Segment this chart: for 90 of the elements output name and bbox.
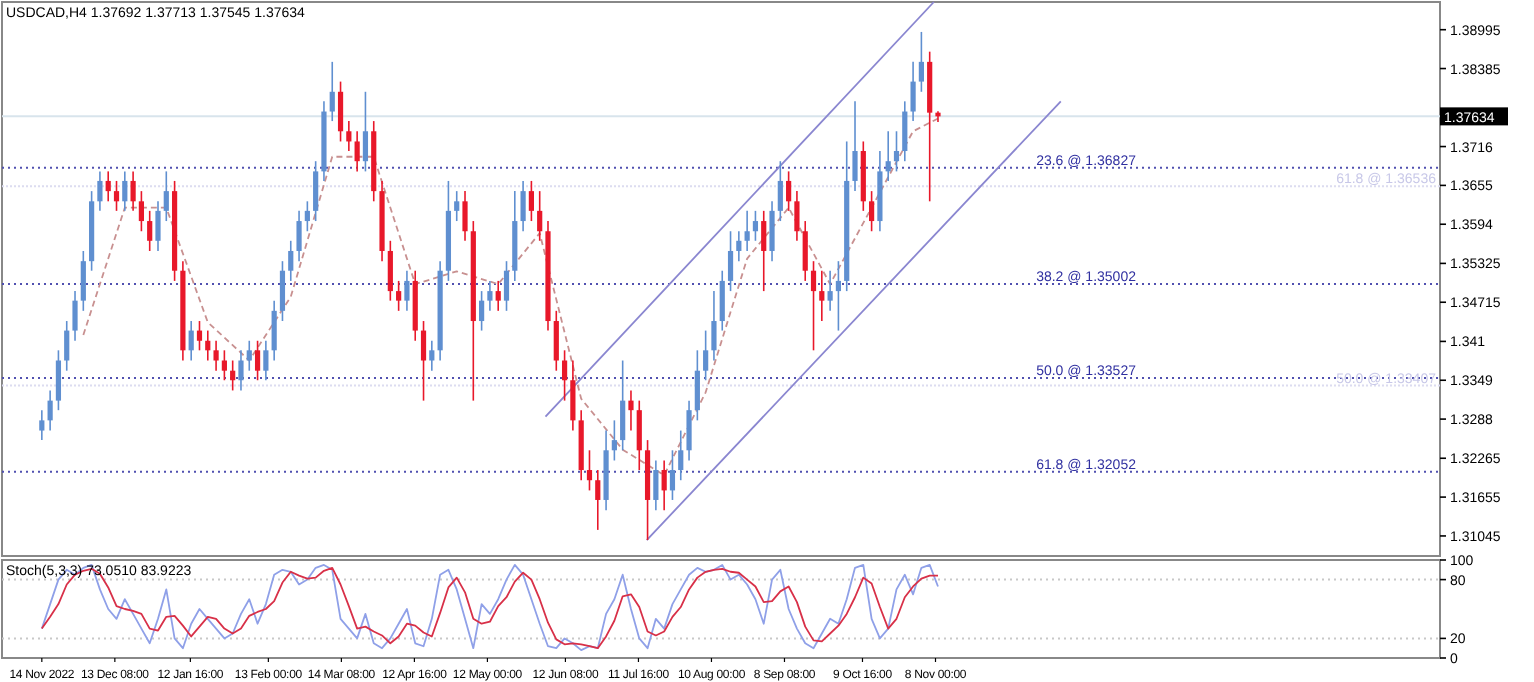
candlestick bbox=[819, 269, 825, 322]
candlestick bbox=[80, 250, 86, 312]
candlestick bbox=[64, 320, 70, 372]
candlestick bbox=[893, 130, 900, 173]
candlestick bbox=[396, 280, 402, 312]
candlestick bbox=[769, 200, 775, 262]
candlestick bbox=[462, 190, 468, 242]
candlestick bbox=[777, 160, 783, 222]
candlestick bbox=[254, 339, 261, 382]
candlestick bbox=[620, 359, 626, 452]
candlestick bbox=[694, 349, 700, 422]
candlestick bbox=[653, 459, 659, 511]
candlestick bbox=[636, 399, 642, 471]
candlestick bbox=[678, 429, 684, 482]
candlestick bbox=[528, 180, 534, 222]
candlestick bbox=[113, 180, 120, 212]
candlestick bbox=[279, 260, 286, 322]
candlestick bbox=[495, 280, 501, 312]
candlestick bbox=[271, 299, 277, 362]
candlestick bbox=[337, 80, 344, 143]
candlestick bbox=[196, 320, 203, 352]
candlestick bbox=[362, 90, 369, 173]
candlestick bbox=[138, 190, 144, 233]
candlestick bbox=[346, 120, 352, 152]
candlestick bbox=[520, 180, 526, 233]
candlestick bbox=[221, 349, 227, 382]
candlestick bbox=[570, 359, 576, 432]
candlestick bbox=[537, 190, 543, 242]
candlestick bbox=[727, 230, 734, 292]
candlestick bbox=[263, 339, 269, 382]
candlestick bbox=[230, 359, 236, 392]
candlestick bbox=[561, 349, 568, 402]
candlestick bbox=[420, 320, 427, 402]
candlestick bbox=[454, 190, 460, 222]
candlestick bbox=[313, 160, 319, 222]
candlestick bbox=[935, 110, 941, 123]
candlestick bbox=[703, 329, 709, 382]
candlestick bbox=[163, 170, 169, 222]
candlestick bbox=[736, 230, 742, 262]
candlestick bbox=[885, 130, 891, 182]
candlestick bbox=[155, 200, 161, 252]
candlestick bbox=[238, 349, 244, 392]
candlestick bbox=[794, 190, 800, 242]
candlestick bbox=[586, 449, 593, 492]
candlestick bbox=[404, 269, 410, 312]
candlestick bbox=[669, 449, 676, 501]
candlestick bbox=[429, 339, 435, 372]
candlestick bbox=[553, 310, 559, 372]
candlestick bbox=[304, 200, 310, 233]
candlestick bbox=[661, 459, 667, 511]
candlestick bbox=[205, 329, 211, 362]
candlestick bbox=[479, 290, 485, 332]
candlestick bbox=[786, 170, 792, 212]
candlestick bbox=[611, 419, 617, 462]
candlestick bbox=[47, 389, 53, 432]
candlestick bbox=[835, 260, 842, 332]
candlestick bbox=[595, 469, 601, 531]
candlestick bbox=[387, 239, 393, 302]
candlestick bbox=[97, 170, 103, 212]
candlestick bbox=[354, 130, 360, 173]
candlestick bbox=[188, 320, 194, 362]
candlestick bbox=[810, 260, 817, 352]
candlestick bbox=[752, 210, 759, 242]
candlestick bbox=[686, 399, 692, 462]
candlestick bbox=[105, 170, 111, 203]
candlestick bbox=[503, 260, 510, 312]
candlestick bbox=[918, 31, 924, 93]
candlestick bbox=[213, 339, 219, 372]
candlestick bbox=[711, 290, 717, 362]
candlestick bbox=[487, 280, 493, 312]
candlestick bbox=[802, 220, 808, 282]
candlestick bbox=[744, 210, 750, 252]
candlestick bbox=[910, 61, 916, 122]
candlestick bbox=[827, 269, 833, 312]
candlestick bbox=[329, 61, 335, 122]
candlestick bbox=[39, 409, 45, 441]
candlestick bbox=[869, 190, 875, 233]
candlestick bbox=[761, 210, 767, 292]
candlestick bbox=[296, 210, 302, 262]
candlestick bbox=[288, 239, 294, 282]
candlestick bbox=[852, 100, 858, 192]
candlestick bbox=[55, 349, 62, 411]
candlestick bbox=[902, 100, 908, 162]
candlestick bbox=[122, 170, 128, 212]
candlestick bbox=[628, 389, 634, 432]
candlestick bbox=[147, 210, 153, 252]
candlestick bbox=[246, 339, 252, 372]
candlestick bbox=[72, 290, 78, 342]
candlestick bbox=[719, 269, 725, 332]
candlestick bbox=[130, 170, 136, 212]
